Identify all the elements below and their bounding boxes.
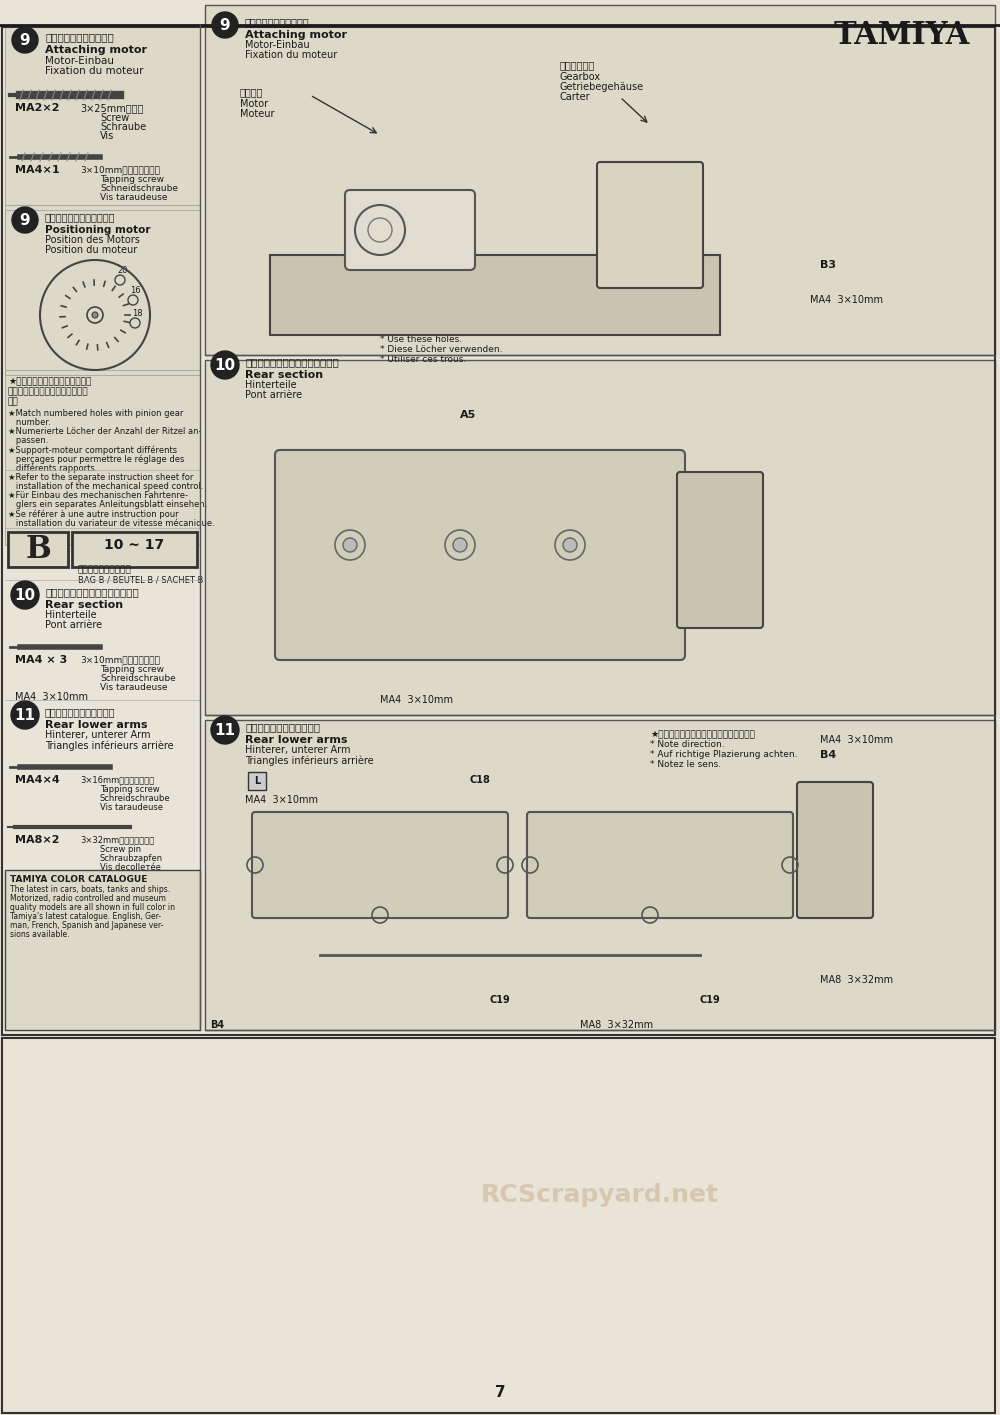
Text: C18: C18 <box>710 815 731 825</box>
Text: B3: B3 <box>820 260 836 270</box>
Text: Pont arrière: Pont arrière <box>245 391 302 400</box>
Text: Vis taraudeuse: Vis taraudeuse <box>100 192 168 202</box>
Text: Vis taraudeuse: Vis taraudeuse <box>100 802 163 812</box>
Text: Schneidschraube: Schneidschraube <box>100 184 178 192</box>
Text: C19: C19 <box>700 995 721 1005</box>
Text: man, French, Spanish and Japanese ver-: man, French, Spanish and Japanese ver- <box>10 921 163 930</box>
Text: 9: 9 <box>20 212 30 228</box>
Text: Rear section: Rear section <box>245 369 323 381</box>
Text: （リヤアームの組み立て）: （リヤアームの組み立て） <box>45 708 116 717</box>
Text: 10 ~ 17: 10 ~ 17 <box>104 538 164 552</box>
Circle shape <box>12 27 38 52</box>
Text: Schreidschraube: Schreidschraube <box>100 674 176 683</box>
Text: 10: 10 <box>214 358 236 372</box>
Text: Hinterteile: Hinterteile <box>245 381 297 391</box>
Text: ★部品の向きに注意して組み立て下さい。: ★部品の向きに注意して組み立て下さい。 <box>650 730 755 739</box>
Text: MA4×1: MA4×1 <box>15 166 60 175</box>
Text: Rear section: Rear section <box>45 600 123 610</box>
Text: ★Numerierte Löcher der Anzahl der Ritzel an-: ★Numerierte Löcher der Anzahl der Ritzel… <box>8 427 202 436</box>
Text: Screw: Screw <box>100 113 129 123</box>
FancyBboxPatch shape <box>527 812 793 918</box>
Text: 袋詰ヒを使用します。: 袋詰ヒを使用します。 <box>78 565 132 574</box>
Text: B4: B4 <box>210 1020 224 1030</box>
Text: ★取り付け位置に注意します。: ★取り付け位置に注意します。 <box>380 325 458 334</box>
Text: MA8  3×32mm: MA8 3×32mm <box>580 1020 653 1030</box>
Circle shape <box>11 582 39 608</box>
FancyBboxPatch shape <box>205 720 995 1030</box>
Text: perçages pour permettre le réglage des: perçages pour permettre le réglage des <box>8 454 184 464</box>
FancyBboxPatch shape <box>345 190 475 270</box>
FancyBboxPatch shape <box>270 255 720 335</box>
Text: （リヤアームの組み立て）: （リヤアームの組み立て） <box>245 722 320 732</box>
Text: B4: B4 <box>820 750 836 760</box>
Text: Getriebegehäuse: Getriebegehäuse <box>560 82 644 92</box>
Text: MA8×2: MA8×2 <box>15 835 60 845</box>
Text: Schreidschraube: Schreidschraube <box>100 794 171 802</box>
Text: ★ピニオンギヤーの歯数にあわせ: ★ピニオンギヤーの歯数にあわせ <box>8 376 91 386</box>
Circle shape <box>343 538 357 552</box>
Text: Vis taraudeuse: Vis taraudeuse <box>100 683 168 692</box>
Text: Fixation du moteur: Fixation du moteur <box>245 50 337 59</box>
Text: 3×25mm丸ビス: 3×25mm丸ビス <box>80 103 143 113</box>
Text: A4: A4 <box>330 560 347 570</box>
Text: Schraubzapfen: Schraubzapfen <box>100 855 163 863</box>
Circle shape <box>563 538 577 552</box>
Text: Tapping screw: Tapping screw <box>100 785 160 794</box>
Text: MA4 × 3: MA4 × 3 <box>15 655 67 665</box>
Text: * Diese Löcher verwenden.: * Diese Löcher verwenden. <box>380 345 503 354</box>
Text: Position des Motors: Position des Motors <box>45 235 140 245</box>
Text: 7: 7 <box>495 1385 505 1399</box>
Text: C19: C19 <box>490 995 511 1005</box>
FancyBboxPatch shape <box>252 812 508 918</box>
Circle shape <box>92 311 98 318</box>
Text: （モーターの取り付け）: （モーターの取り付け） <box>45 33 114 42</box>
Text: sions available.: sions available. <box>10 930 70 940</box>
Text: Screw pin: Screw pin <box>100 845 141 855</box>
FancyBboxPatch shape <box>5 870 200 1030</box>
Text: MA4×4: MA4×4 <box>15 775 60 785</box>
FancyBboxPatch shape <box>850 787 870 805</box>
Text: MA2×2: MA2×2 <box>15 103 60 113</box>
FancyBboxPatch shape <box>275 450 685 659</box>
Text: Triangles inférieurs arrière: Triangles inférieurs arrière <box>45 740 174 750</box>
Text: す。: す。 <box>8 398 19 406</box>
FancyBboxPatch shape <box>205 359 995 715</box>
Text: 11: 11 <box>14 708 36 723</box>
Text: ギヤーケース: ギヤーケース <box>560 59 595 69</box>
Text: * Auf richtige Plazierung achten.: * Auf richtige Plazierung achten. <box>650 750 798 758</box>
Text: Motor: Motor <box>240 99 268 109</box>
Text: BAG B / BEUTEL B / SACHET B: BAG B / BEUTEL B / SACHET B <box>78 574 203 584</box>
Text: MA4  3×10mm: MA4 3×10mm <box>380 695 453 705</box>
Text: C18: C18 <box>470 775 491 785</box>
Text: Tapping screw: Tapping screw <box>100 665 164 674</box>
Text: glers ein separates Anleitungsblatt einsehen.: glers ein separates Anleitungsblatt eins… <box>8 499 207 509</box>
Text: Attaching motor: Attaching motor <box>245 30 347 40</box>
FancyBboxPatch shape <box>5 25 200 545</box>
Text: Fixation du moteur: Fixation du moteur <box>45 67 144 76</box>
FancyBboxPatch shape <box>72 532 197 567</box>
Text: ★Se référer à une autre instruction pour: ★Se référer à une autre instruction pour <box>8 509 179 518</box>
Text: Gearbox: Gearbox <box>560 72 601 82</box>
Text: MA8  3×32mm: MA8 3×32mm <box>820 975 893 985</box>
Text: installation of the mechanical speed control.: installation of the mechanical speed con… <box>8 483 203 491</box>
Text: quality models are all shown in full color in: quality models are all shown in full col… <box>10 903 175 913</box>
FancyBboxPatch shape <box>597 161 703 289</box>
Text: MA4  3×10mm: MA4 3×10mm <box>810 294 883 306</box>
Text: MA4  3×10mm: MA4 3×10mm <box>820 734 893 746</box>
Text: Tapping screw: Tapping screw <box>100 175 164 184</box>
Text: Vis decollетée: Vis decollетée <box>100 863 161 872</box>
Text: MA4  3×10mm: MA4 3×10mm <box>245 795 318 805</box>
Text: 10: 10 <box>14 587 36 603</box>
Text: Moteur: Moteur <box>240 109 274 119</box>
Circle shape <box>11 700 39 729</box>
Text: installation du variateur de vitesse mécanique.: installation du variateur de vitesse méc… <box>8 518 215 528</box>
Text: 3×10mmタッピングビス: 3×10mmタッピングビス <box>80 655 160 664</box>
Text: Pont arrière: Pont arrière <box>45 620 102 630</box>
Circle shape <box>212 11 238 38</box>
Text: （リヤバルクヘッドの組み立て）: （リヤバルクヘッドの組み立て） <box>245 357 339 366</box>
Text: 3×10mmタッピングビス: 3×10mmタッピングビス <box>80 166 160 174</box>
Text: B: B <box>25 533 51 565</box>
Text: 18: 18 <box>132 308 143 318</box>
Text: * Note direction.: * Note direction. <box>650 740 725 749</box>
